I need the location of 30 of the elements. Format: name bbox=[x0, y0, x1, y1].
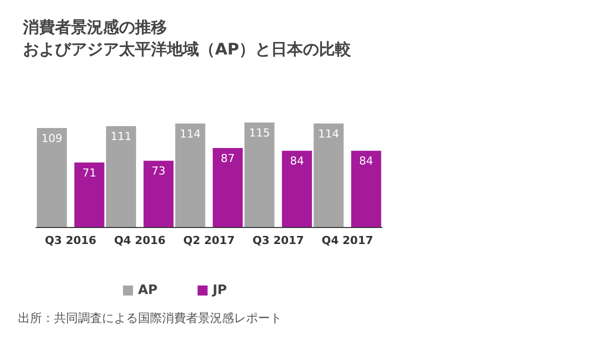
x-tick-label: Q4 2016 bbox=[114, 234, 166, 247]
x-tick-label: Q3 2017 bbox=[252, 234, 304, 247]
data-label: 84 bbox=[359, 154, 374, 168]
data-label: 114 bbox=[318, 127, 340, 140]
text: 出所：共同調査による国際消費者景況感レポート bbox=[18, 311, 282, 325]
data-label: 115 bbox=[248, 126, 270, 140]
bar bbox=[351, 150, 382, 227]
bar bbox=[212, 148, 243, 227]
data-label: 73 bbox=[152, 164, 166, 178]
data-label: 114 bbox=[180, 127, 201, 140]
x-tick-label: Q2 2017 bbox=[183, 234, 235, 247]
bar bbox=[175, 123, 206, 227]
bar bbox=[144, 160, 174, 227]
legend-label: AP bbox=[138, 283, 158, 298]
bar bbox=[282, 150, 312, 227]
bar bbox=[74, 162, 104, 227]
x-tick-label: Q4 2017 bbox=[322, 234, 374, 247]
bar bbox=[36, 128, 67, 227]
data-label: 84 bbox=[290, 154, 304, 168]
data-label: 87 bbox=[220, 152, 235, 165]
bar bbox=[244, 122, 274, 227]
bar bbox=[314, 123, 344, 227]
data-label: 111 bbox=[110, 130, 132, 144]
bar bbox=[106, 126, 136, 227]
chart-subtitle: およびアジア太平洋地域（AP）と日本の比較 bbox=[23, 40, 352, 58]
chart-title: 消費者景況感の推移 bbox=[22, 18, 167, 36]
x-tick-label: Q3 2016 bbox=[44, 234, 97, 247]
data-label: 109 bbox=[41, 132, 62, 145]
legend-label: JP bbox=[212, 283, 227, 298]
data-label: 71 bbox=[82, 166, 96, 180]
